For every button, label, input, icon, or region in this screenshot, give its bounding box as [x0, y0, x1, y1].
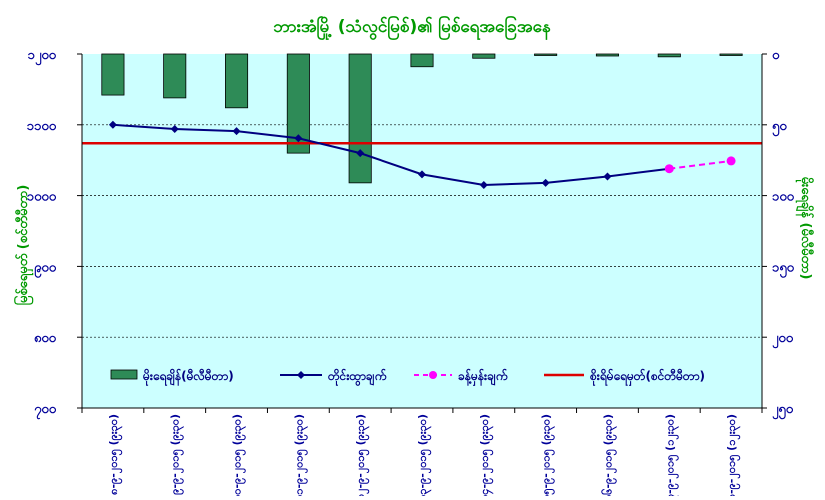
rainfall-bar [163, 53, 187, 99]
legend-danger-label: စိုးရိမ်ရေမှတ်(စင်တီမီတာ) [589, 367, 705, 387]
right-tick-label: ၂၅၀ [772, 402, 794, 420]
right-tick-label: ၅၀ [772, 119, 787, 137]
x-tick-label: ၉-၉-၂၀၁၅ (၉း၃၀) [169, 414, 185, 495]
observed-point [108, 120, 117, 129]
gridlines [82, 124, 762, 338]
rainfall-bar [719, 53, 743, 56]
x-axis-ticks: ၈-၉-၂၀၁၅ (၉း၃၀) ၉-၉-၂၀၁၅ (၉း၃၀) ၁၀-၉-၂၀၁၅ … [81, 408, 763, 500]
rainfall-bars [101, 53, 743, 184]
legend-rain-swatch [110, 369, 138, 380]
x-tick-label: ၈-၉-၂၀၁၅ (၉း၃၀) [107, 414, 123, 495]
observed-point [356, 149, 365, 158]
legend-observed-marker [297, 371, 305, 379]
legend-forecast-marker [429, 371, 437, 379]
observed-point [603, 172, 612, 181]
observed-point [170, 125, 179, 134]
x-tick-label: ၁၇-၉-၂၀၁၅ (၁၂း၃၀) [663, 414, 679, 496]
chart-title: ဘားအံမြို့ (သံလွင်မြစ်)၏ မြစ်ရေအခြေအနေ [272, 14, 550, 41]
left-tick-label: ၈၀၀ [34, 331, 57, 346]
right-tick-label: ၀ [772, 48, 780, 63]
rainfall-bar [286, 53, 310, 154]
rainfall-bar [472, 53, 496, 59]
x-tick-label: ၁၂-၉-၂၀၁၅ (၉း၃၀) [354, 414, 370, 496]
left-tick-label: ၁၂၀၀ [28, 48, 57, 66]
left-axis-label: မြစ်ရေမှတ် (စင်တီမီတာ) [13, 185, 34, 306]
legend: မိုးရေချိန်(မီလီမီတာ) တိုင်းထွာချက် ခန့်… [110, 367, 705, 387]
forecast-point [726, 156, 736, 166]
forecast-point [664, 164, 674, 174]
x-tick-label: ၁၄-၉-၂၀၁၅ (၉း၃၀) [478, 414, 494, 496]
x-tick-label: ၁၅-၉-၂၀၁၅ (၉း၃၀) [540, 414, 556, 496]
x-tick-label: ၁၀-၉-၂၀၁၅ (၉း၃၀) [231, 414, 247, 496]
right-axis-label: မိုးရေချိန် (မီလီမီတာ) [795, 177, 815, 280]
observed-line [112, 123, 670, 186]
right-tick-label: ၂၀၀ [772, 331, 794, 349]
legend-forecast-label: ခန့်မှန်းချက် [458, 367, 508, 387]
left-tick-label: ၁၀၀၀ [27, 190, 57, 205]
axes [81, 54, 763, 409]
x-tick-label: ၁၆-၉-၂၀၁၅ (၉း၃၀) [601, 414, 617, 496]
left-tick-label: ၇၀၀ [34, 402, 57, 420]
rainfall-bar [410, 53, 434, 68]
forecast-series [664, 156, 736, 174]
rainfall-bar [534, 53, 558, 56]
plot-area [82, 54, 762, 408]
left-tick-label: ၉၀၀ [34, 260, 57, 278]
rainfall-bar [595, 53, 619, 57]
right-tick-label: ၁၅၀ [772, 260, 795, 278]
observed-point [479, 180, 488, 189]
left-tick-label: ၁၁၀၀ [27, 119, 57, 134]
x-tick-label: ၁၃-၉-၂၀၁၅ (၉း၃၀) [416, 414, 432, 496]
observed-point [418, 170, 426, 179]
rainfall-bar [225, 53, 249, 109]
rainfall-bar [101, 53, 125, 96]
rainfall-bar [657, 53, 681, 58]
legend-observed-label: တိုင်းထွာချက် [327, 367, 387, 387]
x-tick-label: ၁၈-၉-၂၀၁၅ (၁၂း၃၀) [725, 414, 741, 496]
rainfall-bar [348, 53, 372, 184]
observed-point [232, 127, 241, 136]
observed-point [294, 134, 303, 143]
right-tick-label: ၁၀၀ [772, 190, 795, 205]
observed-point [541, 178, 550, 187]
legend-rain-label: မိုးရေချိန်(မီလီမီတာ) [142, 367, 234, 387]
forecast-line [669, 159, 732, 170]
left-axis-ticks: ၇၀၀ ၈၀၀ ၉၀၀ ၁၀၀၀ ၁၁၀၀ ၁၂၀၀ [27, 48, 82, 420]
x-tick-label: ၁၁-၉-၂၀၁၅ (၉း၃၀) [292, 414, 308, 496]
